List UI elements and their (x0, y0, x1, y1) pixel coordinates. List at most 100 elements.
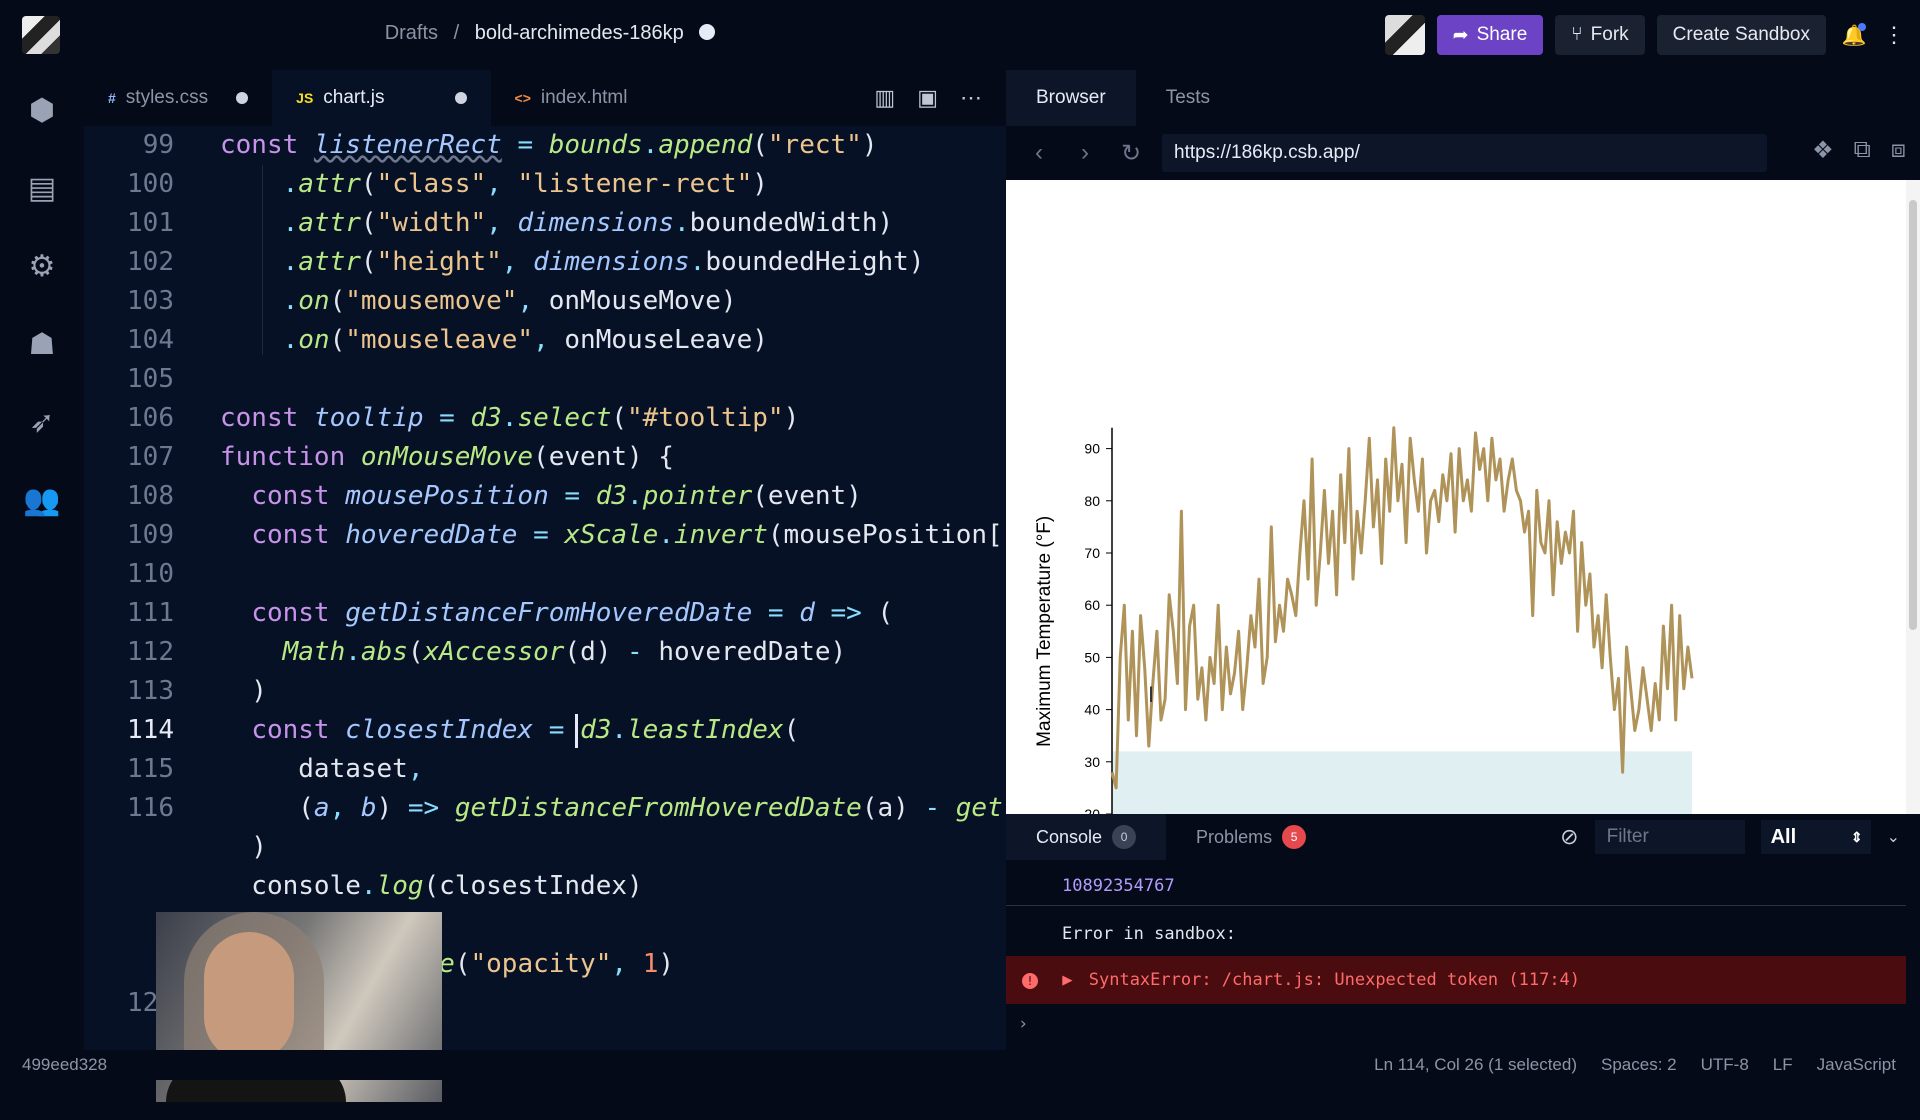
fullscreen-icon[interactable]: ⧈ (1890, 136, 1906, 163)
problems-count-badge: 5 (1282, 825, 1307, 849)
fork-label: Fork (1590, 24, 1629, 45)
user-avatar[interactable] (1384, 15, 1425, 55)
file-icon[interactable]: ▤ (27, 171, 57, 205)
users-icon[interactable]: 👥 (23, 483, 61, 517)
error-message: SyntaxError: /chart.js: Unexpected token… (1088, 970, 1581, 990)
preview-icon[interactable]: ▣ (917, 85, 938, 110)
y-axis-label: Maximum Temperature (°F) (1034, 516, 1055, 747)
share-icon: ➦ (1452, 24, 1469, 46)
tab-label: chart.js (323, 87, 385, 108)
tab-chart-js[interactable]: JS chart.js (272, 70, 491, 126)
expand-arrow-icon[interactable]: ▶ (1062, 970, 1073, 990)
problems-tab-label: Problems (1196, 826, 1273, 847)
y-tick-label: 60 (1084, 597, 1100, 613)
share-button[interactable]: ➦ Share (1436, 15, 1544, 55)
notification-dot (1858, 23, 1866, 31)
temperature-line (1110, 426, 1694, 790)
header-actions: ➦ Share ⑂ Fork Create Sandbox 🔔 ⋮ (1384, 15, 1906, 55)
y-tick-label: 30 (1084, 754, 1100, 770)
editor-tabs: # styles.css JS chart.js <> index.html ▥… (84, 70, 1006, 126)
y-tick-label: 90 (1084, 441, 1100, 457)
sandbox-name[interactable]: bold-archimedes-186kp (474, 22, 684, 44)
text-cursor (575, 714, 578, 748)
tab-problems[interactable]: Problems 5 (1166, 814, 1336, 860)
tab-tests[interactable]: Tests (1165, 87, 1211, 108)
encoding[interactable]: UTF-8 (1700, 1055, 1749, 1074)
console-prompt-icon[interactable]: › (1018, 1014, 1029, 1034)
fork-icon: ⑂ (1571, 24, 1583, 45)
console-error-heading: Error in sandbox: (1062, 924, 1236, 944)
y-axis-ticks: 20 30 40 50 60 70 80 90 (1084, 441, 1112, 814)
status-info: Ln 114, Col 26 (1 selected) Spaces: 2 UT… (1374, 1055, 1896, 1075)
workspace-avatar[interactable] (22, 16, 60, 54)
console-tab-label: Console (1036, 826, 1103, 847)
tab-index-html[interactable]: <> index.html (491, 70, 652, 126)
console-tabs: Console 0 Problems 5 ⊘ Filter All ⇕ ⌄ (1006, 814, 1920, 860)
y-tick-label: 40 (1084, 702, 1100, 718)
console-log-entry: 10892354767 (1006, 866, 1906, 906)
tab-styles-css[interactable]: # styles.css (84, 70, 272, 126)
log-level-value: All (1770, 825, 1797, 848)
browser-tabs: Browser Tests (1006, 70, 1920, 126)
address-tools: ❖ ⧉ ⧈ (1812, 136, 1906, 165)
tab-label: styles.css (125, 87, 209, 108)
address-bar: ‹ › ↻ https://186kp.csb.app/ ❖ ⧉ ⧈ (1006, 126, 1920, 180)
log-level-select[interactable]: All ⇕ (1760, 820, 1871, 854)
back-icon[interactable]: ‹ (1035, 139, 1043, 166)
line-ending[interactable]: LF (1772, 1055, 1793, 1074)
share-label: Share (1476, 24, 1528, 45)
language-mode[interactable]: JavaScript (1816, 1055, 1896, 1074)
url-input[interactable]: https://186kp.csb.app/ (1162, 134, 1767, 172)
cube-icon[interactable]: ⬢ (28, 93, 56, 127)
y-tick-label: 80 (1084, 493, 1100, 509)
cursor-position[interactable]: Ln 114, Col 26 (1 selected) (1374, 1055, 1577, 1074)
js-file-icon: JS (296, 90, 314, 106)
modified-dot (236, 92, 249, 104)
console-count-badge: 0 (1112, 825, 1137, 849)
devtools-icon[interactable]: ❖ (1812, 137, 1834, 164)
refresh-icon[interactable]: ↻ (1120, 139, 1142, 167)
indent-guide (262, 165, 263, 355)
indentation[interactable]: Spaces: 2 (1601, 1055, 1677, 1074)
status-bar: 499eed328 Ln 114, Col 26 (1 selected) Sp… (0, 1050, 1920, 1080)
breadcrumb: Drafts / bold-archimedes-186kp (0, 22, 1100, 45)
create-sandbox-label: Create Sandbox (1672, 24, 1810, 45)
error-icon: ! (1022, 973, 1038, 989)
text-cursor-icon: I (1148, 682, 1154, 707)
clear-console-icon[interactable]: ⊘ (1560, 824, 1579, 849)
console-error-entry[interactable]: ! ▶ SyntaxError: /chart.js: Unexpected t… (1006, 956, 1906, 1004)
breadcrumb-drafts[interactable]: Drafts (384, 22, 439, 44)
github-icon[interactable]: ☗ (28, 327, 56, 361)
fork-button[interactable]: ⑂ Fork (1555, 15, 1645, 55)
new-window-icon[interactable]: ⧉ (1853, 136, 1871, 163)
code-area[interactable]: 99 const listenerRect = bounds.append("re… (127, 130, 1003, 1018)
activity-sidebar: ⬢ ▤ ⚙ ☗ ➶ 👥 (0, 70, 84, 1050)
freezing-band (1112, 751, 1692, 814)
more-icon[interactable]: ⋯ (960, 85, 982, 110)
forward-icon[interactable]: › (1081, 139, 1089, 166)
chevron-down-icon[interactable]: ⌄ (1886, 829, 1900, 846)
browser-preview[interactable]: 20 30 40 50 60 70 80 90 Maximum Temperature (°F… (1006, 180, 1906, 814)
console-filter-input[interactable]: Filter (1594, 820, 1745, 854)
y-tick-label: 20 (1084, 806, 1100, 814)
scroll-thumb[interactable] (1909, 200, 1917, 630)
select-arrows-icon: ⇕ (1850, 828, 1863, 845)
modified-dot (454, 92, 467, 104)
tab-label: index.html (540, 87, 628, 108)
tab-console[interactable]: Console 0 (1006, 814, 1167, 860)
breadcrumb-separator: / (453, 22, 460, 44)
editor-tools: ▥ ▣ ⋯ (874, 70, 1006, 126)
commit-hash: 499eed328 (22, 1055, 108, 1074)
rocket-icon[interactable]: ➶ (29, 405, 55, 439)
code-editor: # styles.css JS chart.js <> index.html ▥… (84, 70, 1006, 1102)
temperature-chart[interactable]: 20 30 40 50 60 70 80 90 Maximum Temperature (°F… (1006, 180, 1906, 814)
more-menu-icon[interactable]: ⋮ (1883, 22, 1905, 47)
browser-panel: Browser Tests ‹ › ↻ https://186kp.csb.ap… (1006, 70, 1920, 1120)
gear-icon[interactable]: ⚙ (28, 249, 56, 283)
split-view-icon[interactable]: ▥ (874, 85, 896, 110)
preview-scrollbar[interactable] (1906, 180, 1920, 814)
notifications-button[interactable]: 🔔 (1838, 15, 1870, 55)
tab-browser[interactable]: Browser (1006, 70, 1136, 126)
create-sandbox-button[interactable]: Create Sandbox (1656, 15, 1826, 55)
html-file-icon: <> (514, 90, 531, 106)
